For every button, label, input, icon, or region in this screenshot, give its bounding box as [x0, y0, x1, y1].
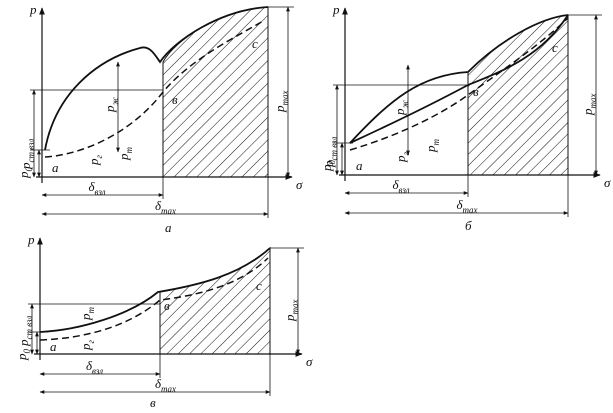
label: pmax: [282, 300, 300, 323]
label-sub: г: [401, 152, 411, 156]
label: p0: [16, 167, 34, 180]
label: δвзл: [89, 179, 106, 197]
label: pж: [102, 97, 120, 114]
point-label: c: [252, 36, 258, 51]
label-main: p: [78, 313, 93, 321]
label-main: p: [14, 353, 29, 361]
point-label: в: [473, 84, 479, 99]
label-sub: т: [431, 139, 441, 146]
label-sub: max: [463, 205, 478, 215]
curve-solid: [44, 6, 269, 151]
label-sub: взл: [399, 185, 410, 195]
label-main: δ: [393, 177, 400, 192]
label-main: p: [393, 155, 408, 163]
label-main: p: [102, 105, 117, 113]
panel-caption: а: [165, 220, 172, 235]
label-main: δ: [89, 179, 96, 194]
label-main: δ: [155, 198, 162, 213]
label: δmax: [155, 376, 176, 394]
label-sub: ст взл: [329, 137, 339, 161]
label: pг: [393, 152, 411, 164]
label-main: δ: [86, 358, 93, 373]
label-main: p: [18, 162, 33, 170]
label-sub: 0: [24, 167, 34, 172]
label: δвзл: [393, 177, 410, 195]
label-sub: ж: [110, 97, 120, 106]
label-sub: ж: [400, 100, 410, 109]
label-sub: г: [86, 340, 96, 344]
label: p0: [319, 160, 337, 173]
label-main: p: [319, 164, 334, 172]
label-main: p: [78, 343, 93, 351]
label: pст взл: [16, 316, 34, 347]
label-sub: взл: [95, 187, 106, 197]
point-label: a: [356, 158, 363, 173]
label-main: δ: [155, 376, 162, 391]
axis-y-label: p: [29, 2, 37, 17]
label-main: p: [116, 153, 131, 161]
point-label: c: [552, 40, 558, 55]
label: pт: [116, 147, 134, 162]
label-sub: 0: [327, 160, 337, 165]
point-label: c: [256, 278, 262, 293]
label: pг: [78, 340, 96, 352]
curve-dashed: [349, 17, 569, 151]
point-label: в: [172, 92, 178, 107]
label: δвзл: [86, 358, 103, 376]
label-main: p: [282, 314, 297, 322]
point-label: a: [50, 339, 57, 354]
label-sub: т: [86, 307, 96, 314]
point-label: в: [164, 298, 170, 313]
label: δmax: [155, 198, 176, 216]
label-sub: т: [124, 147, 134, 154]
label-main: δ: [457, 197, 464, 212]
label-sub: г: [94, 155, 104, 159]
label-sub: max: [161, 206, 176, 216]
curve-dashed: [39, 257, 269, 341]
label-main: p: [16, 171, 31, 179]
label-main: p: [580, 108, 595, 116]
label: p0: [14, 349, 32, 362]
label: pст взл: [321, 137, 339, 168]
label-main: p: [86, 158, 101, 166]
label-sub: 0: [22, 349, 32, 354]
label-sub: взл: [92, 366, 103, 376]
label-sub: max: [290, 300, 300, 315]
label: pт: [78, 307, 96, 322]
hatched-area: [159, 246, 271, 355]
curve-solid: [39, 247, 271, 333]
label: pст взл: [18, 139, 36, 170]
label-main: p: [392, 108, 407, 116]
label-sub: max: [161, 384, 176, 394]
axis-y-label: p: [332, 2, 340, 17]
label: pг: [86, 155, 104, 167]
hatched-area: [467, 14, 569, 176]
label-sub: ст взл: [24, 316, 34, 340]
curve-solid: [349, 14, 569, 144]
label: δmax: [457, 197, 478, 215]
panel-caption: б: [465, 218, 472, 233]
axis-x-label: σ: [306, 354, 313, 369]
label: pmax: [272, 91, 290, 114]
label-main: p: [321, 160, 336, 168]
label-sub: max: [280, 91, 290, 106]
label-main: p: [272, 105, 287, 113]
panel-caption: в: [150, 395, 156, 410]
axis-x-label: σ: [296, 177, 303, 192]
label: pmax: [580, 94, 598, 117]
label: pж: [392, 100, 410, 117]
point-label: a: [52, 160, 59, 175]
label: pт: [423, 139, 441, 154]
hatched-area: [162, 6, 269, 178]
label-main: p: [16, 339, 31, 347]
axis-x-label: σ: [604, 175, 611, 190]
label-sub: max: [588, 94, 598, 109]
label-main: p: [423, 145, 438, 153]
axis-y-label: p: [27, 232, 35, 247]
label-sub: ст взл: [26, 139, 36, 163]
